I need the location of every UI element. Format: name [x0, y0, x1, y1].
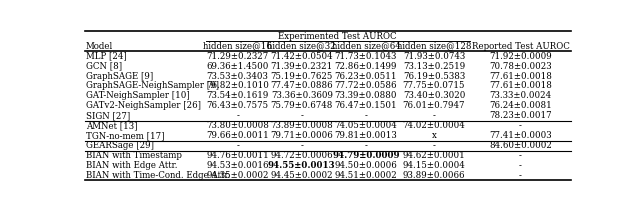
Text: BIAN with Edge Attr.: BIAN with Edge Attr.: [86, 161, 177, 170]
Text: 94.50±0.0006: 94.50±0.0006: [335, 161, 397, 170]
Text: 94.55±0.0013: 94.55±0.0013: [268, 161, 335, 170]
Text: 93.89±0.0066: 93.89±0.0066: [403, 171, 465, 180]
Text: GATv2-NeighSampler [26]: GATv2-NeighSampler [26]: [86, 101, 201, 110]
Text: -: -: [236, 111, 239, 120]
Text: -: -: [300, 141, 303, 150]
Text: 73.36±0.3609: 73.36±0.3609: [271, 91, 333, 100]
Text: 73.54±0.1619: 73.54±0.1619: [207, 91, 269, 100]
Text: 73.53±0.3403: 73.53±0.3403: [207, 72, 269, 80]
Text: -: -: [236, 141, 239, 150]
Text: Experimented Test AUROC: Experimented Test AUROC: [278, 32, 397, 41]
Text: 79.71±0.0006: 79.71±0.0006: [270, 131, 333, 140]
Text: GAT-NeighSampler [10]: GAT-NeighSampler [10]: [86, 91, 189, 100]
Text: -: -: [364, 141, 367, 150]
Text: -: -: [433, 141, 435, 150]
Text: -: -: [433, 111, 435, 120]
Text: 94.53±0.0016: 94.53±0.0016: [206, 161, 269, 170]
Text: 71.29±0.2327: 71.29±0.2327: [207, 52, 269, 61]
Text: 73.39±0.0880: 73.39±0.0880: [335, 91, 397, 100]
Text: 77.61±0.0018: 77.61±0.0018: [489, 72, 552, 80]
Text: 77.61±0.0018: 77.61±0.0018: [489, 82, 552, 90]
Text: 77.75±0.0715: 77.75±0.0715: [403, 82, 465, 90]
Text: 76.01±0.7947: 76.01±0.7947: [403, 101, 465, 110]
Text: 94.15±0.0004: 94.15±0.0004: [403, 161, 465, 170]
Text: 73.89±0.0008: 73.89±0.0008: [270, 121, 333, 130]
Text: 76.24±0.0081: 76.24±0.0081: [489, 101, 552, 110]
Text: 73.33±0.0024: 73.33±0.0024: [490, 91, 552, 100]
Text: 94.79±0.0009: 94.79±0.0009: [332, 151, 399, 160]
Text: 77.47±0.0886: 77.47±0.0886: [271, 82, 333, 90]
Text: 84.60±0.0002: 84.60±0.0002: [489, 141, 552, 150]
Text: SIGN [27]: SIGN [27]: [86, 111, 130, 120]
Text: TGN-no-mem [17]: TGN-no-mem [17]: [86, 131, 164, 140]
Text: hidden size@128: hidden size@128: [397, 42, 471, 51]
Text: 77.72±0.0586: 77.72±0.0586: [335, 82, 397, 90]
Text: 76.43±0.7575: 76.43±0.7575: [207, 101, 269, 110]
Text: 71.93±0.0743: 71.93±0.0743: [403, 52, 465, 61]
Text: x: x: [431, 131, 436, 140]
Text: AMNet [13]: AMNet [13]: [86, 121, 138, 130]
Text: 75.79±0.6748: 75.79±0.6748: [271, 101, 333, 110]
Text: -: -: [364, 111, 367, 120]
Text: 76.19±0.5383: 76.19±0.5383: [403, 72, 465, 80]
Text: 73.80±0.0008: 73.80±0.0008: [206, 121, 269, 130]
Text: BIAN with Timestamp: BIAN with Timestamp: [86, 151, 182, 160]
Text: GraphSAGE [9]: GraphSAGE [9]: [86, 72, 153, 80]
Text: 69.36±1.4500: 69.36±1.4500: [207, 62, 269, 71]
Text: 76.47±0.1501: 76.47±0.1501: [335, 101, 397, 110]
Text: 75.19±0.7625: 75.19±0.7625: [271, 72, 333, 80]
Text: 72.86±0.1499: 72.86±0.1499: [335, 62, 397, 71]
Text: -: -: [519, 171, 522, 180]
Text: GCN [8]: GCN [8]: [86, 62, 122, 71]
Text: 94.51±0.0002: 94.51±0.0002: [335, 171, 397, 180]
Text: 76.23±0.0511: 76.23±0.0511: [335, 72, 397, 80]
Text: Model: Model: [86, 42, 113, 51]
Text: Reported Test AUROC: Reported Test AUROC: [472, 42, 570, 51]
Text: 70.78±0.0023: 70.78±0.0023: [489, 62, 552, 71]
Text: 94.62±0.0001: 94.62±0.0001: [403, 151, 465, 160]
Text: hidden size@16: hidden size@16: [203, 42, 272, 51]
Text: 94.72±0.0006: 94.72±0.0006: [271, 151, 333, 160]
Text: GEARSage [29]: GEARSage [29]: [86, 141, 154, 150]
Text: BIAN with Time-Cond. Edge Attr.: BIAN with Time-Cond. Edge Attr.: [86, 171, 230, 180]
Text: 71.39±0.2321: 71.39±0.2321: [271, 62, 333, 71]
Text: 79.81±0.0013: 79.81±0.0013: [335, 131, 397, 140]
Text: 94.35±0.0002: 94.35±0.0002: [206, 171, 269, 180]
Text: 71.42±0.0504: 71.42±0.0504: [271, 52, 333, 61]
Text: -: -: [519, 161, 522, 170]
Text: 76.82±0.1010: 76.82±0.1010: [206, 82, 269, 90]
Text: 73.13±0.2519: 73.13±0.2519: [403, 62, 465, 71]
Text: -: -: [300, 111, 303, 120]
Text: 73.40±0.3020: 73.40±0.3020: [403, 91, 465, 100]
Text: 71.92±0.0009: 71.92±0.0009: [489, 52, 552, 61]
Text: 94.76±0.0011: 94.76±0.0011: [206, 151, 269, 160]
Text: 79.66±0.0011: 79.66±0.0011: [206, 131, 269, 140]
Text: 74.05±0.0004: 74.05±0.0004: [335, 121, 397, 130]
Text: 78.23±0.0017: 78.23±0.0017: [489, 111, 552, 120]
Text: hidden size@32: hidden size@32: [268, 42, 336, 51]
Text: 74.02±0.0004: 74.02±0.0004: [403, 121, 465, 130]
Text: -: -: [519, 151, 522, 160]
Text: -: -: [519, 121, 522, 130]
Text: MLP [24]: MLP [24]: [86, 52, 127, 61]
Text: 71.73±0.1043: 71.73±0.1043: [335, 52, 397, 61]
Text: GraphSAGE-NeighSampler [9]: GraphSAGE-NeighSampler [9]: [86, 82, 219, 90]
Text: 77.41±0.0003: 77.41±0.0003: [489, 131, 552, 140]
Text: 94.45±0.0002: 94.45±0.0002: [271, 171, 333, 180]
Text: hidden size@64: hidden size@64: [332, 42, 400, 51]
